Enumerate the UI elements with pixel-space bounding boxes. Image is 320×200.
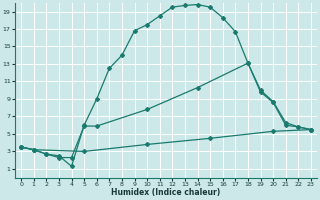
X-axis label: Humidex (Indice chaleur): Humidex (Indice chaleur)	[111, 188, 221, 197]
